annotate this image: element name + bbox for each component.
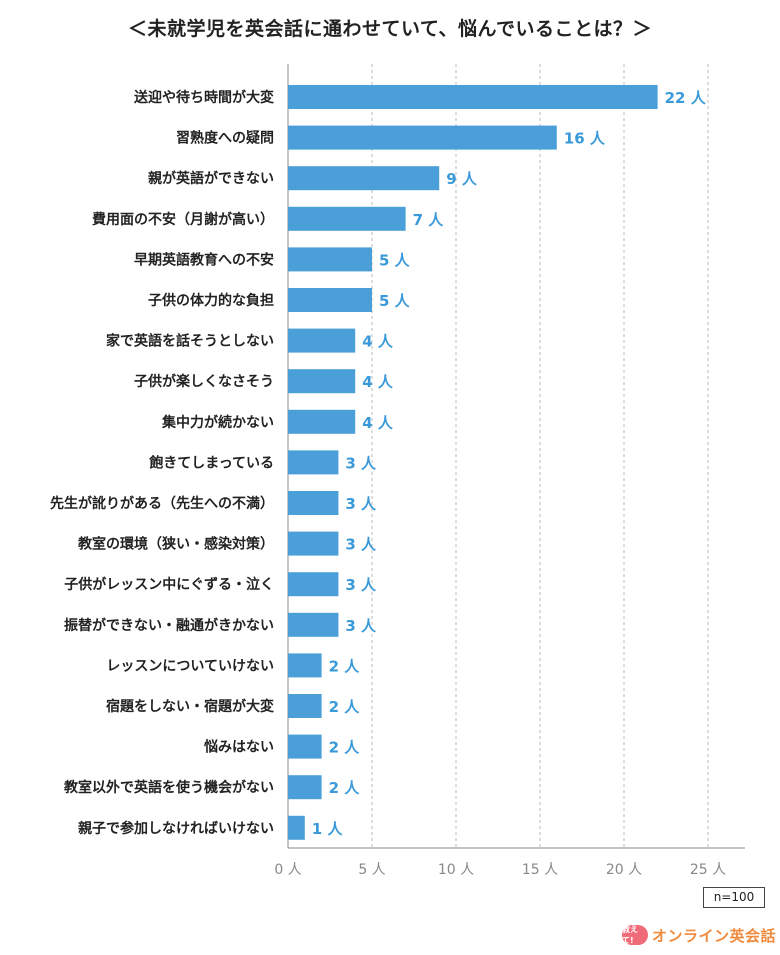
bar: [288, 572, 339, 597]
bar: [288, 85, 658, 109]
sample-size-note: n=100: [703, 887, 765, 908]
x-tick-label: 25 人: [690, 862, 726, 878]
brand-logo: 教えて! オンライン英会話: [622, 924, 776, 946]
bar: [288, 369, 356, 394]
bar: [288, 694, 322, 718]
bar: [288, 653, 322, 678]
value-label: 3 人: [345, 454, 377, 472]
chart-title: ＜未就学児を英会話に通わせていて、悩んでいることは？＞: [127, 18, 653, 40]
logo-text: オンライン英会話: [652, 926, 777, 945]
bar: [288, 206, 406, 231]
category-label: 子供が楽しくなさそう: [134, 373, 274, 390]
value-label: 3 人: [345, 576, 377, 594]
value-label: 4 人: [362, 373, 394, 391]
x-tick-label: 10 人: [438, 862, 474, 878]
category-label: 習熟度への疑問: [176, 130, 274, 147]
bar: [288, 775, 322, 800]
value-label: 4 人: [362, 414, 394, 432]
bar: [288, 125, 557, 150]
x-tick-label: 20 人: [606, 862, 642, 878]
logo-mark: 教えて!: [622, 925, 648, 945]
value-label: 5 人: [379, 292, 411, 310]
category-label: 教室の環境（狭い・感染対策）: [78, 536, 274, 553]
category-label: 集中力が続かない: [161, 414, 274, 431]
category-label: 宿題をしない・宿題が大変: [106, 698, 274, 715]
bar: [288, 409, 356, 434]
category-label: 振替ができない・融通がきかない: [64, 617, 274, 634]
category-label: レッスンについていけない: [106, 658, 274, 674]
value-label: 2 人: [329, 698, 361, 716]
value-label: 2 人: [329, 657, 361, 675]
category-label: 教室以外で英語を使う機会がない: [64, 779, 274, 796]
bar: [288, 166, 440, 191]
category-label: 送迎や待ち時間が大変: [133, 89, 274, 106]
bar: [288, 288, 372, 312]
value-label: 9 人: [446, 170, 478, 188]
category-label: 子供がレッスン中にぐずる・泣く: [64, 576, 274, 593]
value-label: 1 人: [312, 820, 344, 838]
category-label: 家で英語を話そうとしない: [106, 333, 274, 350]
bar: [288, 328, 356, 353]
value-label: 22 人: [665, 89, 707, 107]
category-label: 早期英語教育への不安: [134, 251, 274, 268]
value-label: 2 人: [329, 739, 361, 757]
value-label: 5 人: [379, 251, 411, 269]
value-label: 2 人: [329, 779, 361, 797]
bar: [288, 491, 339, 515]
value-label: 3 人: [345, 495, 377, 513]
x-tick-label: 0 人: [274, 862, 301, 878]
category-label: 先生が訛りがある（先生への不満）: [50, 495, 274, 512]
x-tick-label: 15 人: [522, 862, 558, 878]
value-label: 7 人: [413, 211, 445, 229]
category-label: 飽きてしまっている: [148, 454, 274, 471]
category-label: 子供の体力的な負担: [148, 292, 274, 309]
category-label: 悩みはない: [204, 739, 274, 756]
bar: [288, 531, 339, 556]
value-label: 3 人: [345, 536, 377, 554]
bar: [288, 450, 339, 475]
bar: [288, 612, 339, 637]
value-label: 4 人: [362, 333, 394, 351]
value-label: 3 人: [345, 617, 377, 635]
category-label: 親が英語ができない: [148, 170, 274, 187]
bar: [288, 815, 305, 840]
value-label: 16 人: [564, 130, 606, 148]
category-label: 親子で参加しなければいけない: [78, 820, 274, 837]
bar: [288, 734, 322, 759]
x-tick-label: 5 人: [358, 862, 385, 878]
bar: [288, 247, 372, 272]
category-label: 費用面の不安（月謝が高い）: [92, 211, 274, 228]
